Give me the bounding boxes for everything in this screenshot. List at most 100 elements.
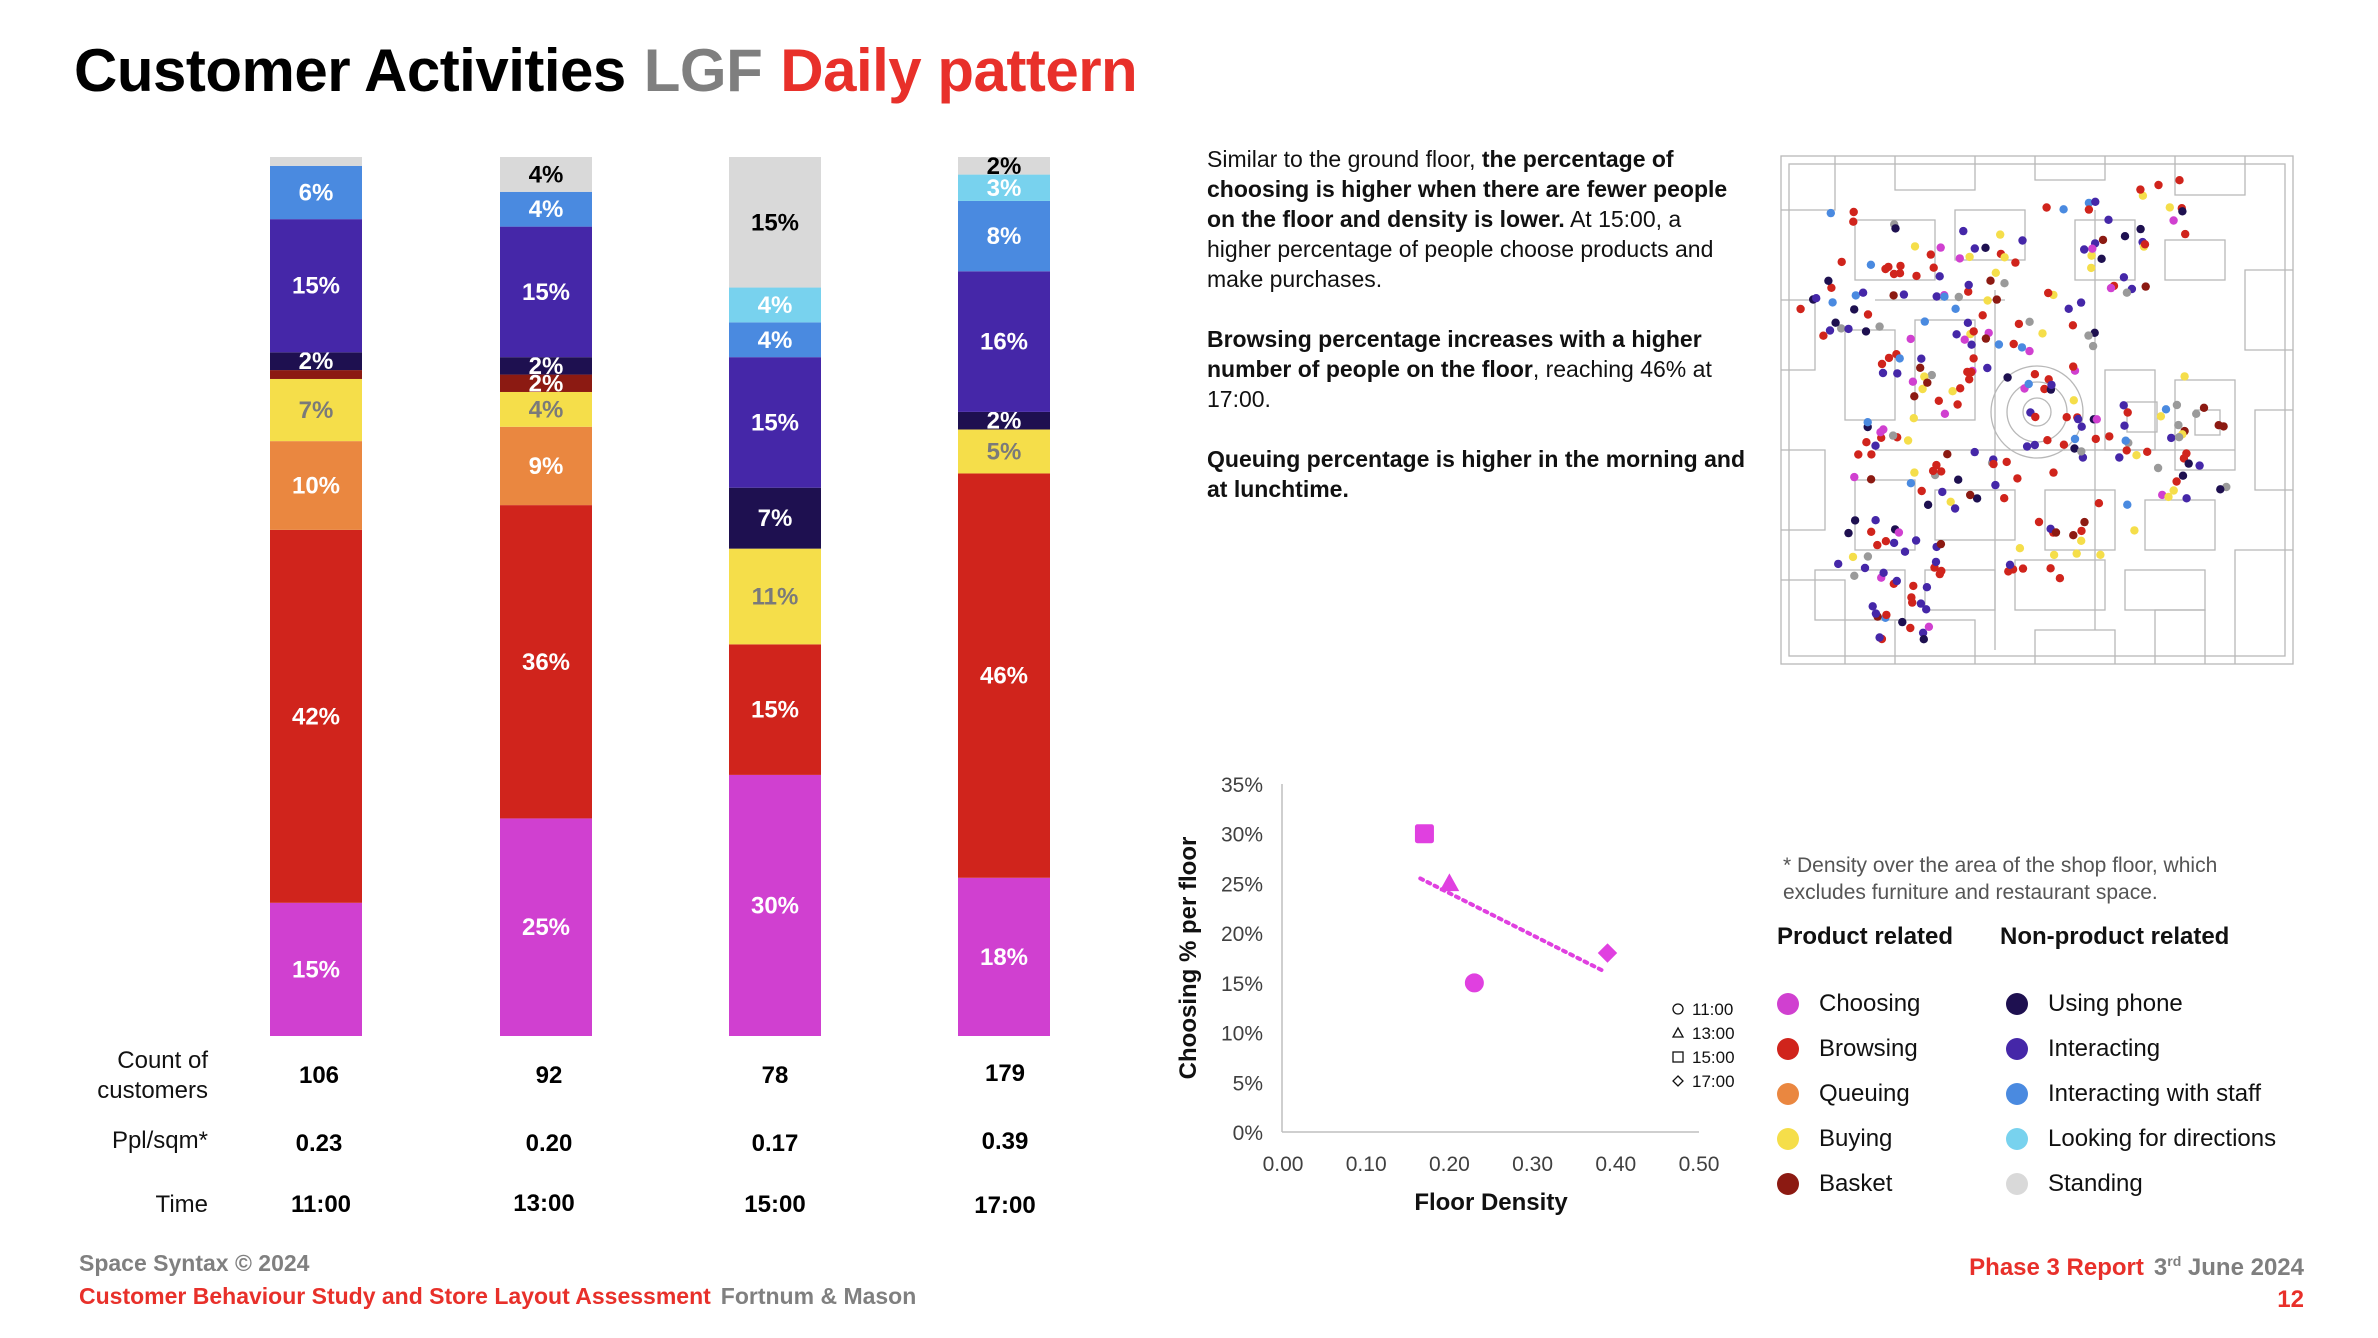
activity-dot (1898, 617, 1907, 627)
activity-dot (2062, 413, 2071, 422)
activity-dot (1834, 559, 1843, 569)
page-number: 12 (2277, 1286, 2304, 1313)
activity-dot (1983, 296, 1992, 305)
bar-segment-standing (729, 157, 821, 288)
activity-dot (1926, 250, 1935, 259)
activity-dot (2009, 339, 2018, 349)
density-value: 0.23 (295, 1130, 343, 1157)
activity-dot (2098, 235, 2108, 245)
legend-item: Using phone (2006, 990, 2183, 1018)
activity-dot (2091, 434, 2100, 444)
activity-dot (2174, 420, 2183, 430)
bar-segment-choosing (270, 902, 362, 1036)
activity-dot (1871, 609, 1881, 618)
activity-dot (1954, 475, 1963, 484)
activity-dot (2182, 494, 2191, 503)
legend-label: Basket (1819, 1170, 1893, 1197)
bar-segment-browsing (729, 644, 821, 775)
legend-dot-icon (2006, 1038, 2028, 1060)
activity-dot (2140, 240, 2150, 249)
activity-dot (1812, 294, 1821, 303)
activity-dot (2049, 550, 2059, 560)
activity-dot (1891, 224, 1900, 233)
activity-dot (1910, 242, 1920, 251)
activity-dot (1959, 226, 1968, 236)
activity-dot (2164, 492, 2173, 502)
activity-dot (1981, 334, 1991, 343)
activity-dot (2077, 447, 2086, 456)
activity-dot (2141, 282, 2150, 291)
activity-dot (1967, 367, 1976, 377)
activity-dot (2000, 253, 2009, 262)
activity-dot (2122, 446, 2131, 455)
activity-dot (2080, 517, 2089, 527)
bar-data-label: 4% (529, 196, 564, 223)
bar-segment-looking-for-directions (729, 287, 821, 323)
activity-dot (1892, 576, 1901, 586)
activity-dot (2091, 197, 2100, 206)
count-value: 179 (984, 1060, 1026, 1087)
activity-dot (1950, 504, 1960, 513)
activity-dot (2013, 474, 2022, 483)
activity-dot (1916, 363, 1925, 372)
bar-segment-interacting-with-staff (500, 191, 592, 227)
activity-dot (1906, 623, 1915, 633)
scatter-legend-label: 13:00 (1692, 1024, 1735, 1043)
activity-dot (1903, 436, 1913, 445)
activity-dot (2119, 273, 2129, 282)
legend-item: Standing (2006, 1170, 2143, 1198)
count-value: 92 (535, 1062, 563, 1089)
legend-label: Standing (2048, 1170, 2143, 1197)
bar-data-label: 4% (758, 327, 793, 354)
page-title: Customer Activities LGF Daily pattern (74, 36, 1138, 105)
activity-dot (2106, 283, 2116, 293)
bar-data-label: 15% (751, 697, 799, 724)
bar-data-label: 18% (980, 944, 1028, 971)
y-tick-label: 30% (1221, 824, 1263, 847)
legend-item: Interacting with staff (2006, 1080, 2261, 1108)
activity-dot (1912, 271, 1921, 281)
activity-dot (1969, 327, 1978, 336)
activity-dot (2154, 180, 2163, 190)
activity-dot (1875, 633, 1884, 642)
activity-dot (1909, 414, 1918, 423)
activity-dot (1994, 340, 2004, 349)
activity-dot (2014, 319, 2024, 329)
bar-segment-standing (270, 157, 362, 166)
bar-data-label: 36% (522, 649, 570, 676)
activity-dot (1850, 516, 1860, 525)
activity-dot (2122, 288, 2132, 297)
activity-dot (1871, 441, 1880, 450)
activity-dot (1863, 552, 1873, 561)
activity-dot (1896, 261, 1905, 271)
activity-dot (2158, 490, 2167, 500)
footer-copyright: Space Syntax © 2024 (79, 1250, 310, 1276)
legend-label: Interacting with staff (2048, 1080, 2261, 1107)
activity-dot (2025, 317, 2034, 326)
bar-segment-using-phone (270, 352, 362, 371)
activity-dot (2169, 486, 2178, 495)
legend-dot-icon (1777, 1173, 1799, 1195)
bar-data-label: 30% (751, 892, 799, 919)
activity-dot (1863, 310, 1873, 319)
legend-marker-circle (1672, 1003, 1684, 1015)
y-tick-label: 10% (1221, 1023, 1263, 1046)
legend-dot-icon (2006, 1128, 2028, 1150)
activity-dot (1873, 540, 1882, 550)
activity-dot (1928, 466, 1938, 476)
activity-dot (1906, 479, 1916, 488)
legend-label: Browsing (1819, 1035, 1918, 1062)
bar-segment-browsing (500, 505, 592, 819)
bar-data-label: 4% (529, 396, 564, 423)
legend-item: Buying (1777, 1125, 1892, 1153)
legend-nonproduct-title: Non-product related (2000, 923, 2230, 950)
activity-dot (2084, 205, 2094, 214)
activity-dot (1992, 295, 2001, 304)
bar-segment-choosing (500, 818, 592, 1036)
activity-dot (1850, 472, 1859, 482)
bar-segment-standing (958, 157, 1050, 175)
activity-dot (1969, 354, 1978, 363)
activity-dot (2181, 229, 2190, 239)
row-label-time: Time (155, 1191, 208, 1218)
description: Similar to the ground floor, the percent… (1207, 144, 1747, 534)
